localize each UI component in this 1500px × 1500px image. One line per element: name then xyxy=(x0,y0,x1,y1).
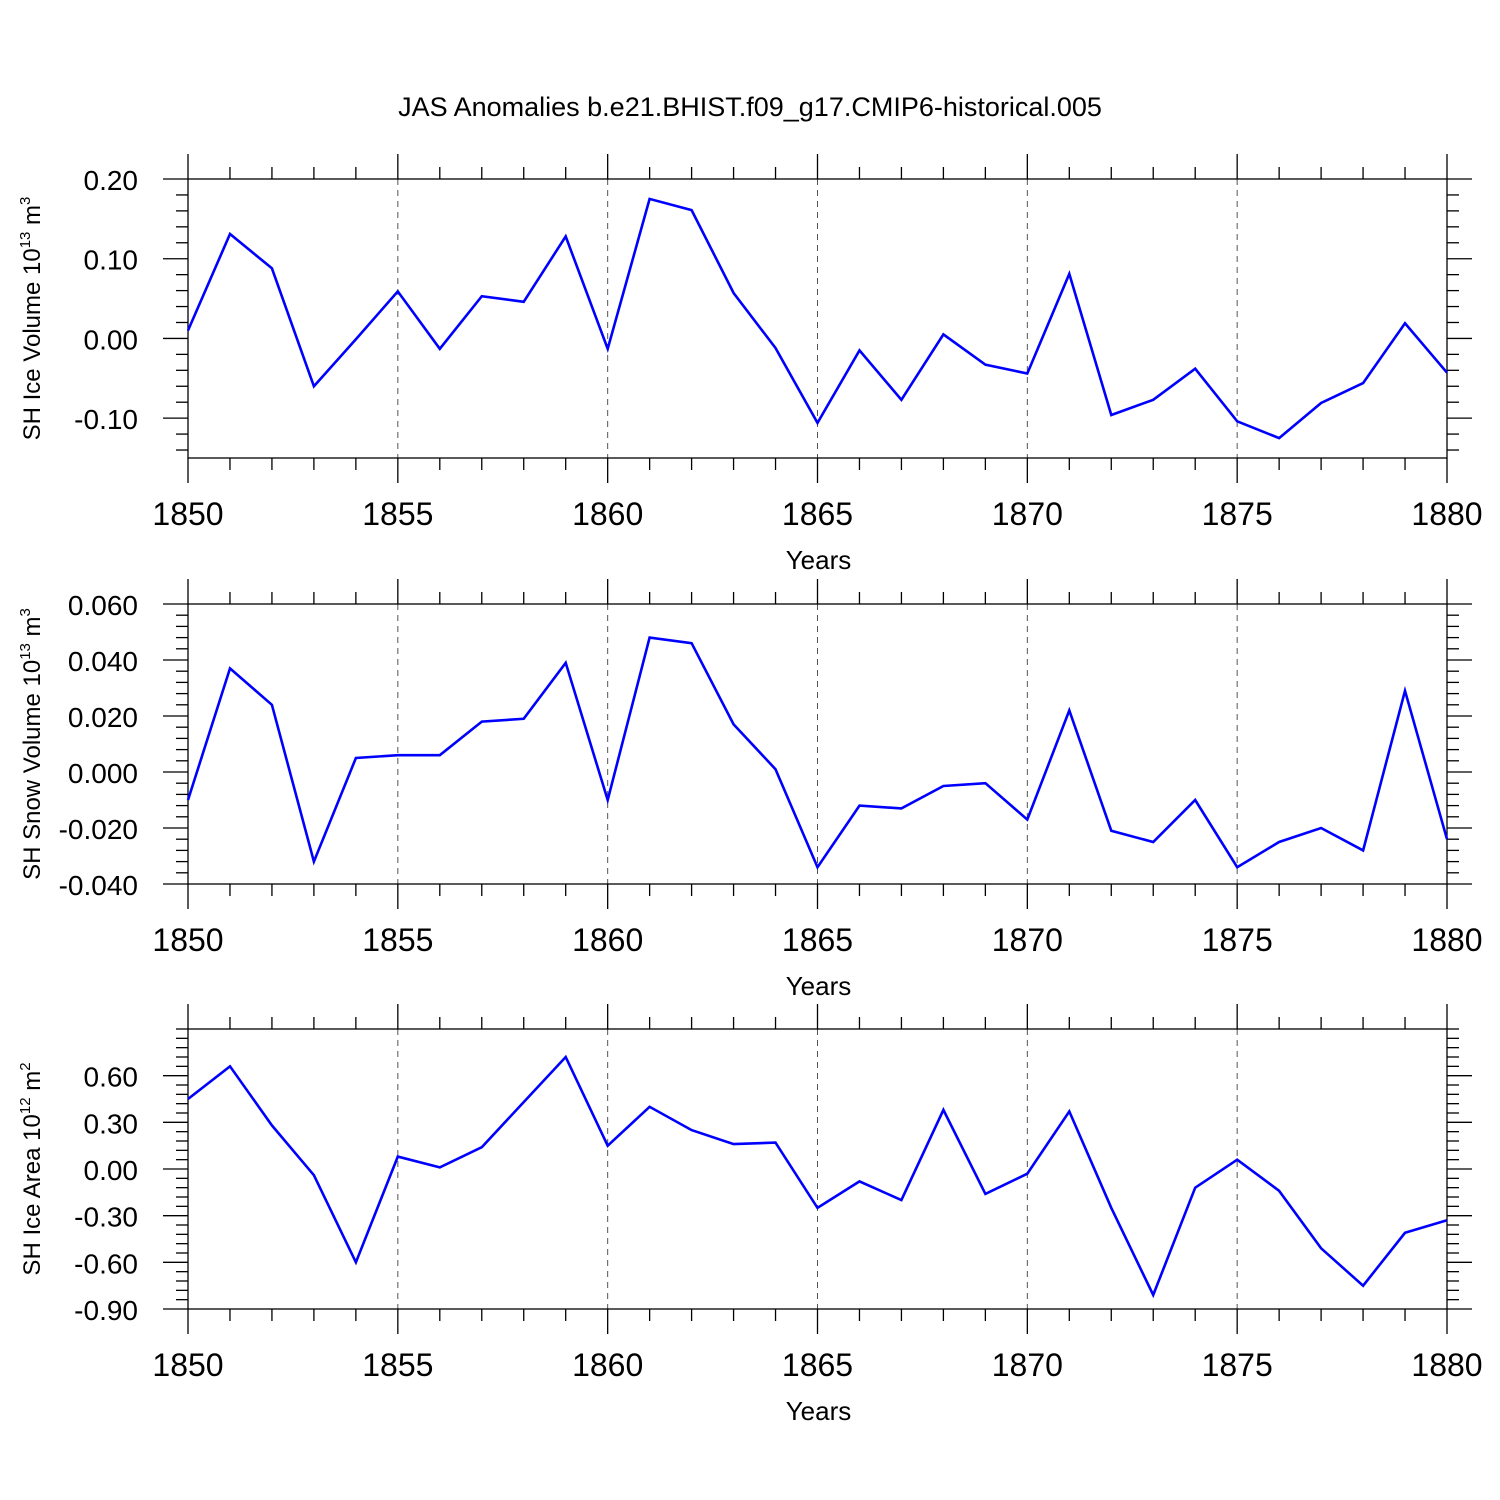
x-tick-label: 1850 xyxy=(152,922,223,958)
x-tick-label: 1855 xyxy=(362,922,433,958)
series-line xyxy=(186,197,1448,440)
y-tick-label: -0.30 xyxy=(74,1202,138,1233)
y-tick-label: -0.040 xyxy=(59,870,138,901)
y-tick-label: 0.00 xyxy=(84,1155,139,1186)
y-tick-label: -0.60 xyxy=(74,1248,138,1279)
x-tick-label: 1880 xyxy=(1411,1347,1482,1383)
x-tick-label: 1870 xyxy=(992,1347,1063,1383)
y-tick-label: 0.020 xyxy=(68,702,138,733)
y-tick-label: 0.20 xyxy=(84,165,139,196)
x-axis-label: Years xyxy=(786,1396,852,1426)
x-tick-label: 1880 xyxy=(1411,496,1482,532)
x-tick-label: 1860 xyxy=(572,1347,643,1383)
x-tick-label: 1850 xyxy=(152,1347,223,1383)
x-tick-label: 1870 xyxy=(992,496,1063,532)
y-tick-label: 0.60 xyxy=(84,1062,139,1093)
x-tick-label: 1880 xyxy=(1411,922,1482,958)
x-tick-label: 1855 xyxy=(362,1347,433,1383)
y-tick-label: -0.020 xyxy=(59,814,138,845)
x-tick-label: 1855 xyxy=(362,496,433,532)
y-tick-label: 0.10 xyxy=(84,245,139,276)
y-axis-label: SH Snow Volume 1013 m3 xyxy=(17,608,46,880)
figure-title: JAS Anomalies b.e21.BHIST.f09_g17.CMIP6-… xyxy=(398,92,1102,122)
x-tick-label: 1875 xyxy=(1202,496,1273,532)
y-tick-label: 0.040 xyxy=(68,646,138,677)
y-axis-label: SH Ice Volume 1013 m3 xyxy=(17,197,46,441)
panel-1: 1850 1855 1860 1865 1870 1875 1880 -0.10 0.00 0.1… xyxy=(17,154,1483,575)
x-tick-label: 1865 xyxy=(782,1347,853,1383)
series-line xyxy=(186,636,1449,870)
x-axis-label: Years xyxy=(786,545,852,575)
plot-frame xyxy=(187,603,1448,885)
y-tick-label: 0.00 xyxy=(84,324,139,355)
y-tick-label: -0.10 xyxy=(74,404,138,435)
plot-frame xyxy=(187,1028,1448,1310)
x-tick-label: 1870 xyxy=(992,922,1063,958)
y-axis-label: SH Ice Area 1012 m2 xyxy=(17,1062,46,1275)
panel-2: 1850 1855 1860 1865 1870 1875 1880 -0.040 -0.020… xyxy=(17,579,1483,1001)
x-tick-label: 1860 xyxy=(572,496,643,532)
x-tick-label: 1875 xyxy=(1202,922,1273,958)
panels: 1850 1855 1860 1865 1870 1875 1880 -0.10 0.00 0.1… xyxy=(17,154,1483,1426)
x-tick-label: 1865 xyxy=(782,496,853,532)
y-tick-label: 0.060 xyxy=(68,590,138,621)
series-line xyxy=(187,1054,1448,1299)
x-tick-label: 1865 xyxy=(782,922,853,958)
plot-frame xyxy=(187,178,1448,459)
y-tick-label: -0.90 xyxy=(74,1295,138,1326)
y-tick-label: 0.000 xyxy=(68,758,138,789)
x-tick-label: 1850 xyxy=(152,496,223,532)
x-tick-label: 1860 xyxy=(572,922,643,958)
x-axis-label: Years xyxy=(786,971,852,1001)
panel-3: 1850 1855 1860 1865 1870 1875 1880 -0.90 -0.60 -0… xyxy=(17,1004,1483,1426)
y-tick-label: 0.30 xyxy=(84,1108,139,1139)
x-tick-label: 1875 xyxy=(1202,1347,1273,1383)
